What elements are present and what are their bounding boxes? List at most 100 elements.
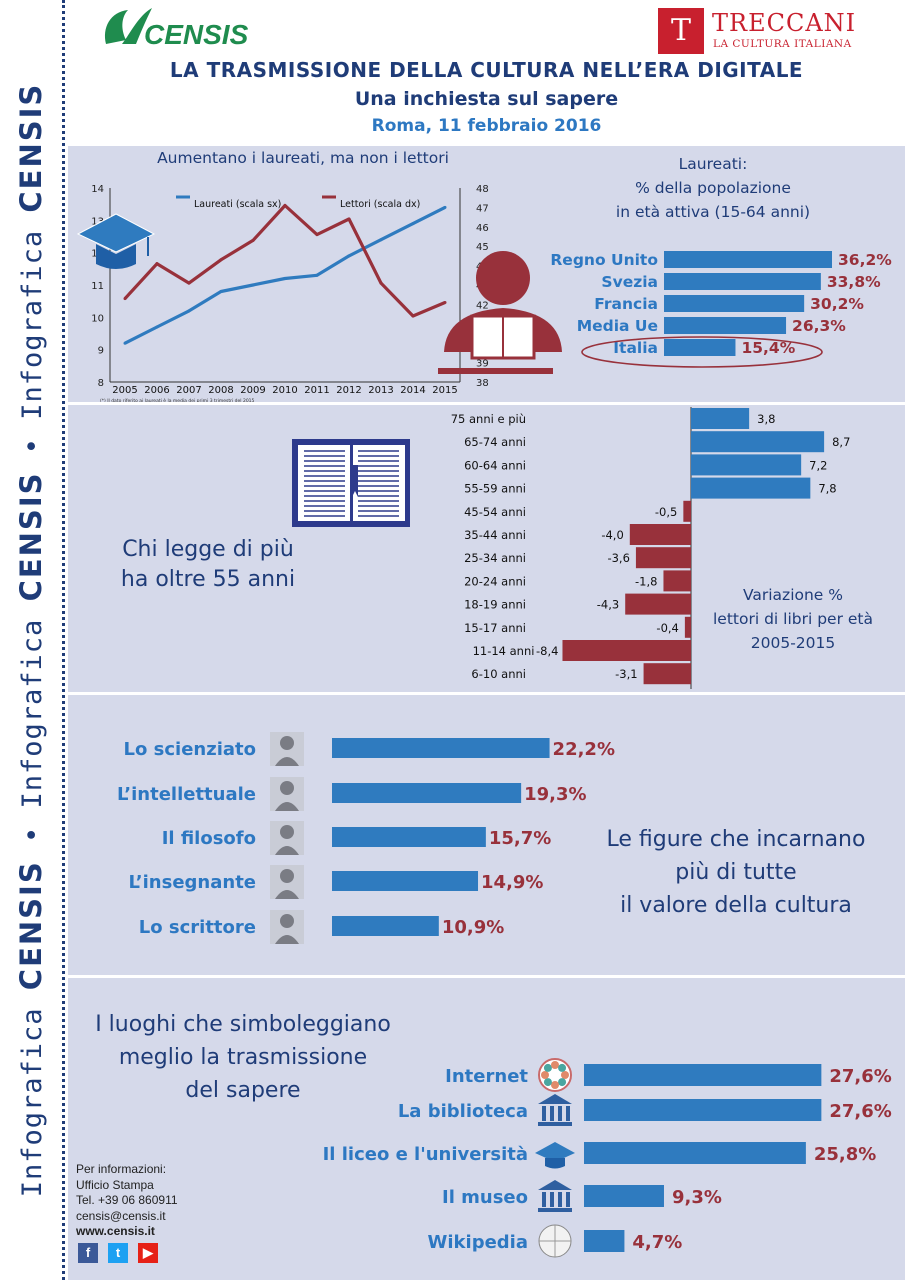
age-bar bbox=[629, 524, 691, 545]
age-category-label: 18-19 anni bbox=[464, 598, 526, 612]
facebook-icon[interactable]: f bbox=[78, 1243, 98, 1263]
reader-table bbox=[438, 368, 553, 374]
age-category-label: 60-64 anni bbox=[464, 458, 526, 472]
place-bar bbox=[584, 1099, 822, 1121]
graduates-series-line bbox=[124, 205, 446, 345]
globe-node bbox=[558, 1078, 567, 1087]
series-point bbox=[251, 283, 255, 287]
country-label: Italia bbox=[613, 339, 658, 357]
portrait-head bbox=[280, 781, 294, 795]
globe-node bbox=[551, 1061, 559, 1069]
x-tick-label: 2008 bbox=[208, 385, 233, 396]
building-column bbox=[542, 1192, 546, 1207]
age-bar bbox=[663, 570, 691, 592]
age-bar bbox=[635, 547, 691, 569]
contact-email[interactable]: censis@censis.it bbox=[76, 1208, 166, 1223]
globe-node bbox=[543, 1078, 552, 1087]
building-base bbox=[538, 1208, 572, 1212]
place-label: Wikipedia bbox=[428, 1232, 528, 1253]
reader-icon bbox=[438, 251, 562, 374]
portrait-shoulders bbox=[275, 890, 299, 899]
age-category-label: 75 anni e più bbox=[451, 412, 526, 426]
series-point bbox=[219, 289, 223, 293]
museum-icon bbox=[538, 1180, 572, 1212]
series-point bbox=[155, 262, 159, 266]
building-column bbox=[550, 1192, 554, 1207]
y-right-tick-label: 39 bbox=[476, 359, 489, 370]
diverging-caption-line: lettori di libri per età bbox=[712, 610, 873, 628]
figure-bar bbox=[332, 871, 479, 891]
series-point bbox=[251, 238, 255, 242]
page-date: Roma, 11 febbraio 2016 bbox=[371, 116, 602, 136]
portrait-head bbox=[280, 736, 294, 750]
series-point bbox=[187, 281, 191, 285]
globe-node bbox=[551, 1081, 559, 1089]
figure-bar bbox=[332, 827, 486, 847]
series-point bbox=[379, 238, 383, 242]
places-caption-line: del sapere bbox=[185, 1078, 301, 1103]
y-left-tick-label: 13 bbox=[91, 216, 104, 227]
age-category-label: 11-14 anni bbox=[473, 644, 535, 658]
internet-globe-icon bbox=[538, 1058, 572, 1092]
y-right-tick-label: 45 bbox=[476, 242, 489, 253]
series-point bbox=[123, 297, 127, 301]
contact-website[interactable]: www.censis.it bbox=[76, 1224, 155, 1238]
age-value: -3,1 bbox=[615, 667, 637, 681]
series-point bbox=[315, 233, 319, 237]
portrait-icon bbox=[270, 865, 304, 899]
library-icon bbox=[538, 1094, 572, 1126]
figure-bar bbox=[332, 783, 522, 803]
age-bar bbox=[684, 616, 691, 638]
places-caption-line: I luoghi che simboleggiano bbox=[95, 1012, 391, 1037]
figure-value: 14,9% bbox=[481, 872, 543, 893]
figure-value: 19,3% bbox=[524, 784, 586, 805]
y-left-tick-label: 9 bbox=[98, 346, 104, 357]
youtube-icon[interactable]: ▶ bbox=[138, 1243, 158, 1263]
portrait-head bbox=[280, 869, 294, 883]
sidebar-banner: Infografica CENSIS • Infografica CENSIS … bbox=[14, 82, 48, 1198]
cap-base bbox=[96, 244, 136, 269]
x-tick-label: 2010 bbox=[272, 385, 297, 396]
treccani-name: TRECCANI bbox=[712, 9, 857, 37]
graduates-readers-charts: 8910111213143839404142434445464748200520… bbox=[76, 184, 892, 402]
cap-base bbox=[545, 1158, 565, 1169]
age-value: 3,8 bbox=[757, 412, 775, 426]
bar-caption-line: % della popolazione bbox=[635, 179, 791, 197]
figures-caption-line: più di tutte bbox=[675, 860, 797, 885]
twitter-icon[interactable]: t bbox=[108, 1243, 128, 1263]
age-bar bbox=[691, 454, 802, 476]
age-value: -1,8 bbox=[635, 574, 657, 588]
series-point bbox=[219, 258, 223, 262]
globe-node bbox=[543, 1063, 552, 1072]
country-bar bbox=[664, 295, 805, 312]
country-value: 33,8% bbox=[827, 273, 881, 291]
globe-node bbox=[558, 1063, 567, 1072]
contact-phone: Tel. +39 06 860911 bbox=[76, 1193, 178, 1207]
figures-caption: Le figure che incarnano più di tutte il … bbox=[576, 823, 896, 922]
series-point bbox=[379, 281, 383, 285]
building-base bbox=[538, 1122, 572, 1126]
line-chart-title: Aumentano i laureati, ma non i lettori bbox=[157, 149, 449, 167]
place-value: 27,6% bbox=[829, 1066, 891, 1087]
figure-label: Lo scienziato bbox=[124, 739, 256, 760]
figure-value: 10,9% bbox=[442, 917, 504, 938]
x-tick-label: 2006 bbox=[144, 385, 169, 396]
age-category-label: 65-74 anni bbox=[464, 435, 526, 449]
age-category-label: 45-54 anni bbox=[464, 505, 526, 519]
portrait-shoulders bbox=[275, 846, 299, 855]
age-category-label: 20-24 anni bbox=[464, 574, 526, 588]
figures-caption-line: il valore della cultura bbox=[620, 893, 852, 918]
country-label: Svezia bbox=[601, 273, 658, 291]
y-right-tick-label: 42 bbox=[476, 300, 489, 311]
series-point bbox=[187, 309, 191, 313]
globe-node bbox=[561, 1071, 569, 1079]
x-tick-label: 2013 bbox=[368, 385, 393, 396]
series-point bbox=[155, 325, 159, 329]
place-bar bbox=[584, 1064, 822, 1086]
country-label: Media Ue bbox=[577, 317, 658, 335]
country-bar bbox=[664, 273, 821, 290]
x-tick-label: 2005 bbox=[112, 385, 137, 396]
contact-info: Per informazioni: Ufficio Stampa Tel. +3… bbox=[76, 1162, 178, 1240]
x-tick-label: 2009 bbox=[240, 385, 265, 396]
figure-value: 22,2% bbox=[553, 739, 615, 760]
